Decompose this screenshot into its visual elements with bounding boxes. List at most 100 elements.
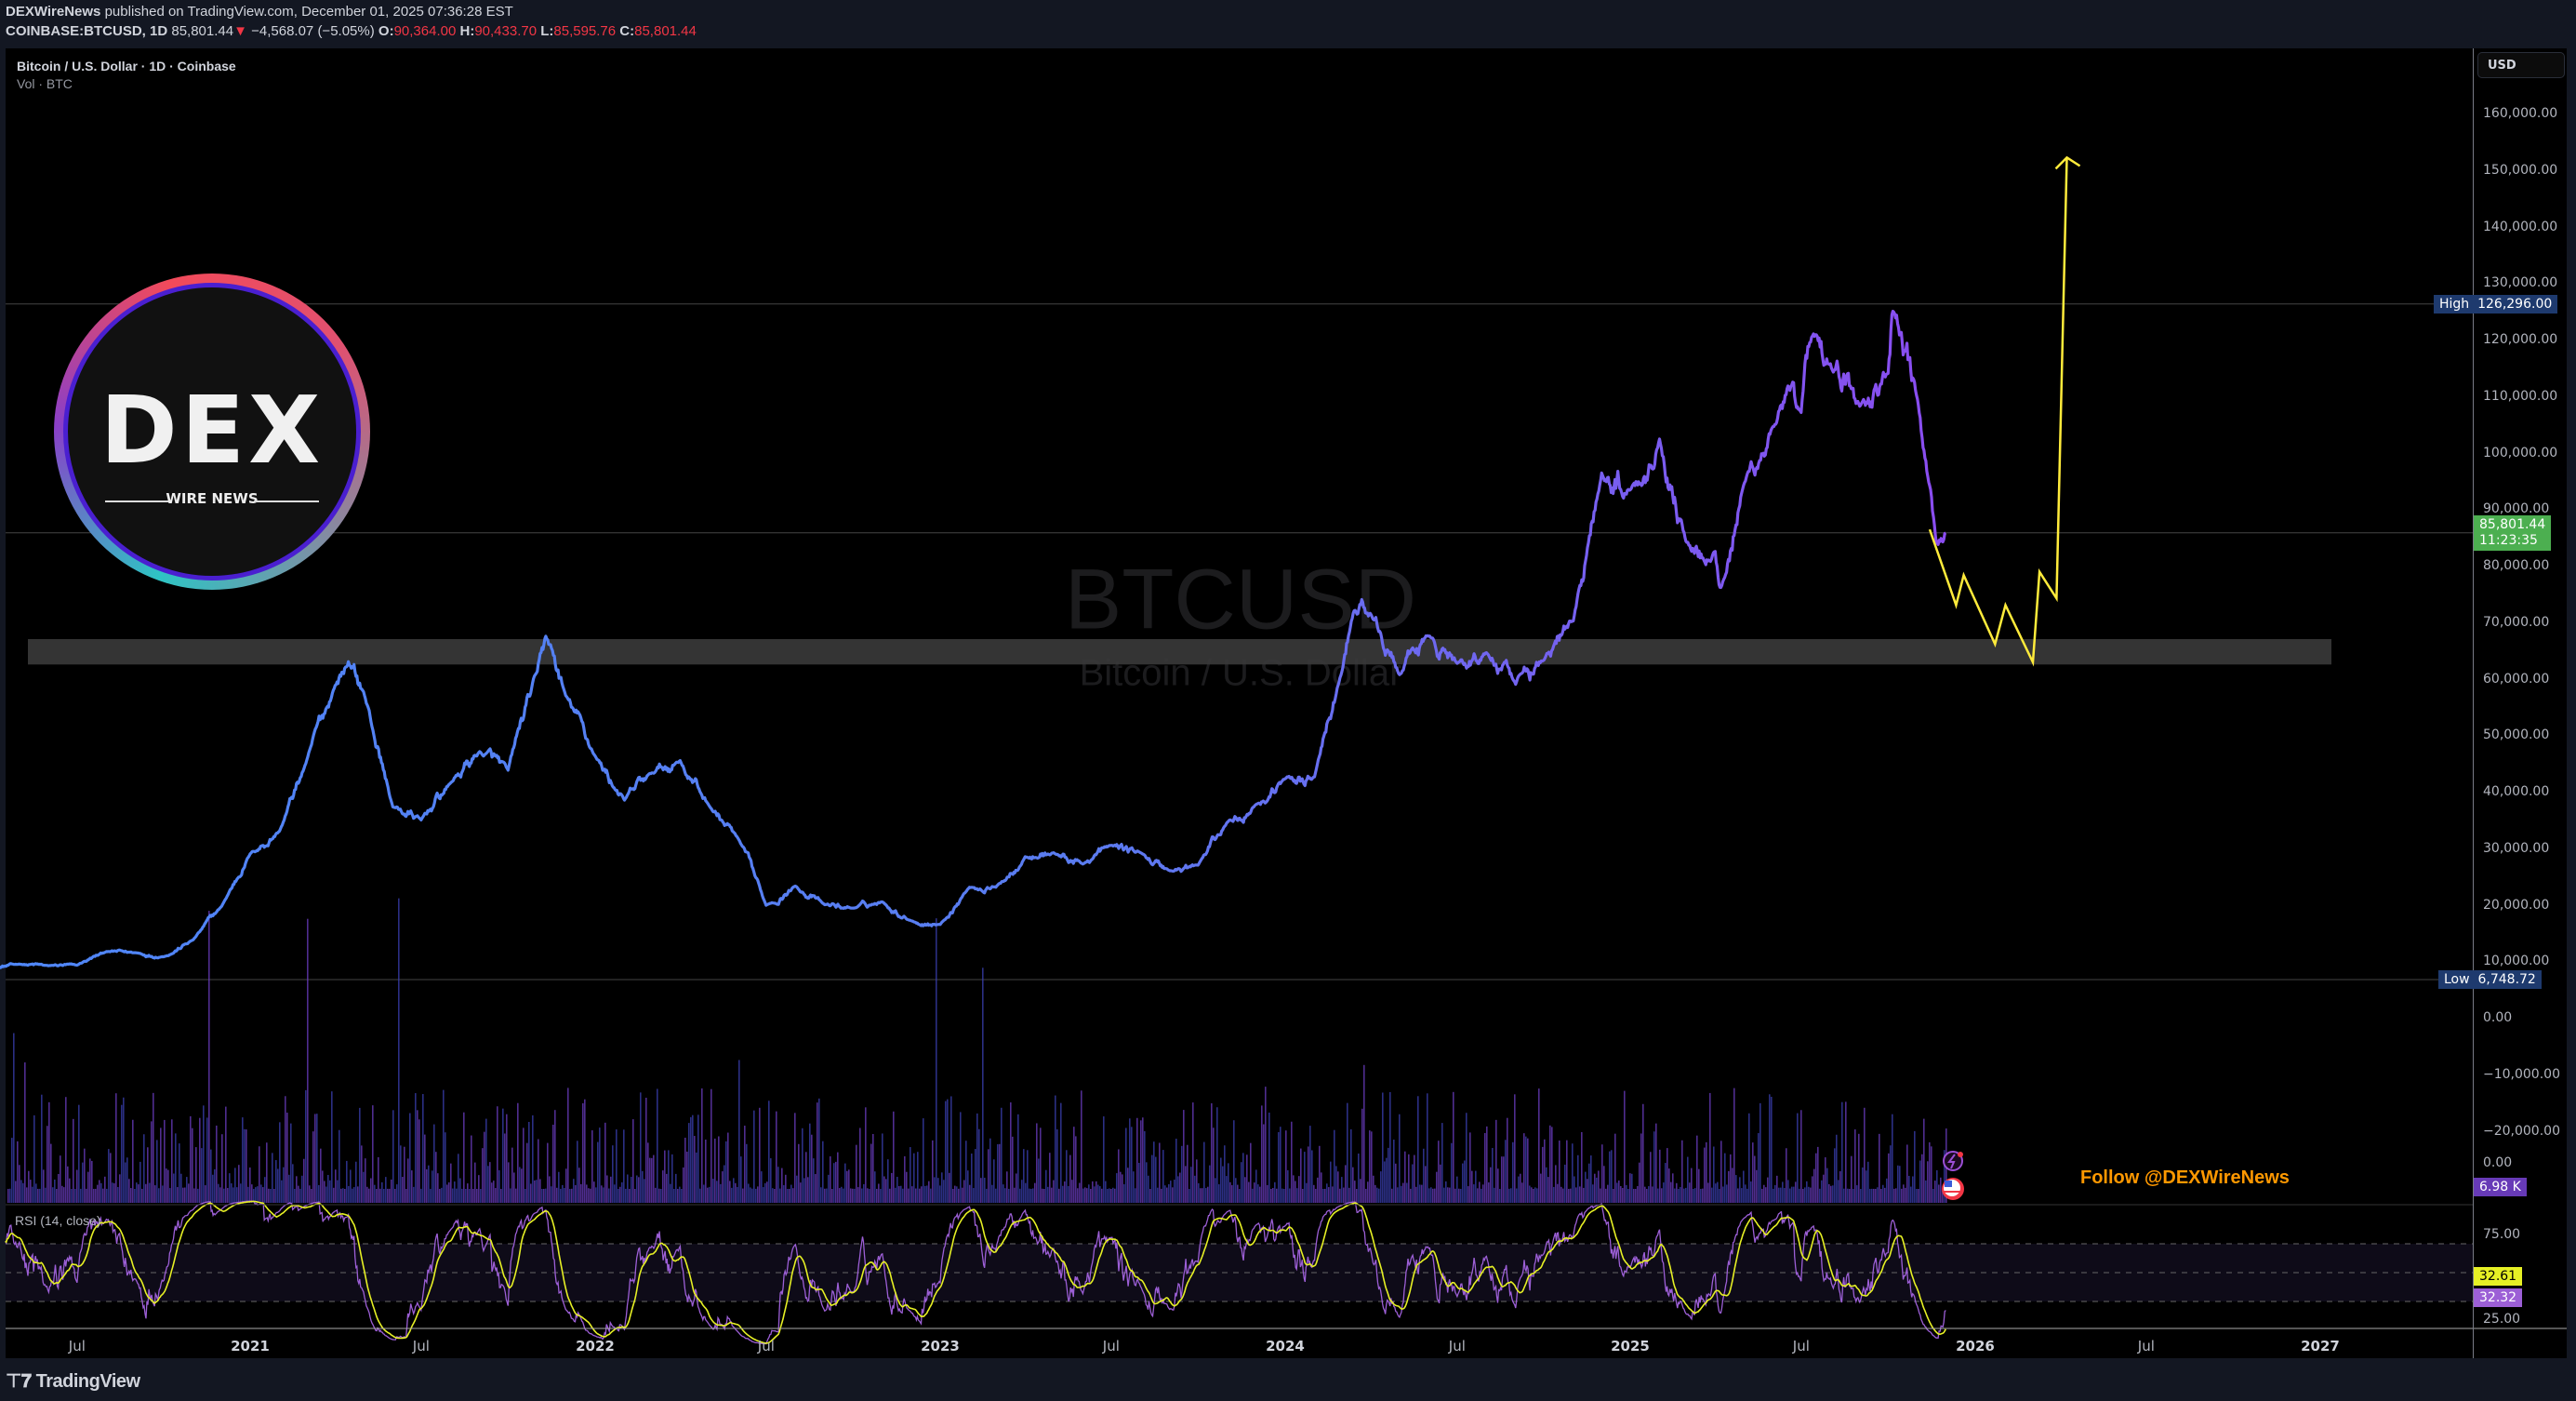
volume-bar [1447,1187,1449,1203]
volume-bar [1573,1176,1575,1203]
volume-bar [1391,1188,1393,1203]
volume-bar [158,1188,160,1203]
volume-bar [694,1136,696,1203]
volume-bar [1919,1160,1921,1203]
time-tick: 2026 [1956,1338,1995,1354]
volume-bar [1492,1148,1494,1203]
volume-bar [580,1183,582,1203]
volume-bar [1216,1107,1218,1203]
volume-bar [539,1179,541,1203]
volume-bar [647,1142,649,1203]
price-tick: 80,000.00 [2483,558,2550,573]
volume-bar [859,1127,861,1203]
volume-bar [1075,1136,1077,1203]
volume-bar [277,1168,279,1203]
volume-bar [1882,1184,1884,1203]
volume-bar [1215,1178,1216,1203]
support-zone[interactable] [28,638,2331,665]
volume-bar [1055,1095,1056,1203]
volume-bar [781,1168,783,1203]
volume-bar [418,1119,420,1203]
volume-bar [136,1182,138,1203]
volume-bar [1674,1188,1676,1203]
volume-bar [1168,1183,1170,1203]
volume-bar [1828,1183,1830,1203]
volume-bar [794,1113,796,1203]
volume-bar [1421,1184,1423,1203]
volume-bar [476,1188,478,1203]
volume-bar [1174,1179,1175,1203]
volume-bar [1843,1188,1845,1203]
close-value: 85,801.44 [634,23,697,39]
volume-bar [1826,1168,1828,1203]
volume-bar [1912,1176,1914,1203]
volume-bar [1836,1134,1838,1203]
volume-bar [1016,1173,1017,1203]
publisher-name[interactable]: DEXWireNews [6,4,101,20]
volume-bar [1097,1184,1099,1203]
volume-bar [857,1187,859,1203]
volume-bar [1932,1188,1934,1203]
volume-bar [1006,1171,1008,1203]
follow-cta: Follow @DEXWireNews [2080,1168,2290,1188]
volume-bar [1436,1171,1438,1203]
volume-bar [1373,1175,1374,1203]
volume-bar [1053,1180,1055,1203]
volume-bar [1763,1184,1765,1203]
volume-bar [1367,1181,1369,1203]
volume-bar [1780,1187,1782,1203]
volume-bar [400,1145,402,1203]
volume-bar [350,1169,352,1203]
volume-bar [1741,1188,1743,1203]
volume-bar [1653,1131,1655,1203]
volume-bar [1700,1188,1702,1203]
volume-bar [76,1169,78,1203]
tradingview-logo[interactable]: ⊤𝟕 TradingView [6,1369,140,1393]
volume-bar [1758,1133,1759,1203]
currency-button[interactable]: USD [2477,52,2565,78]
volume-bar [1622,1187,1624,1203]
volume-bar [744,1126,746,1203]
volume-bar [738,1060,740,1203]
volume-bar [783,1185,785,1203]
volume-bar [1123,1183,1125,1203]
volume-bar [1412,1164,1414,1203]
volume-bar [997,1144,999,1203]
volume-bar [54,1179,56,1203]
lightning-icon[interactable] [1943,1151,1963,1171]
volume-bar [1103,1116,1105,1203]
volume-bar [841,1186,843,1203]
volume-bar [1008,1188,1010,1203]
volume-bar [1849,1188,1851,1203]
volume-bar [1549,1125,1551,1203]
chart-legend-title[interactable]: Bitcoin / U.S. Dollar · 1D · Coinbase [17,59,236,73]
us-flag-icon[interactable] [1942,1178,1964,1200]
volume-bar [1769,1094,1771,1203]
volume-bar [1004,1188,1006,1203]
volume-bar [1873,1188,1875,1203]
volume-bar [1860,1189,1862,1203]
volume-bar [117,1186,119,1203]
volume-bar [1021,1180,1023,1203]
volume-bar [409,1113,411,1203]
volume-bar [1464,1160,1466,1203]
volume-bar [296,1176,298,1203]
volume-bar [954,1185,956,1203]
volume-bar [913,1153,915,1203]
volume-bar [1897,1165,1899,1203]
volume-bar [813,1158,815,1203]
volume-bar [731,1187,733,1203]
volume-bar [1017,1114,1019,1203]
tradingview-brand: TradingView [35,1371,140,1392]
volume-bar [1313,1184,1315,1203]
volume-bar [1120,1171,1122,1203]
volume-bar [1802,1188,1804,1203]
rsi-legend[interactable]: RSI (14, close) [15,1213,101,1228]
volume-bar [976,1113,978,1203]
volume-bar [327,1174,329,1203]
volume-bar [571,1188,573,1203]
projection-arrow[interactable] [1928,157,2068,667]
volume-legend[interactable]: Vol · BTC [17,76,73,91]
volume-bar [776,1111,777,1203]
logo-subtext: WIRE NEWS [166,490,259,507]
